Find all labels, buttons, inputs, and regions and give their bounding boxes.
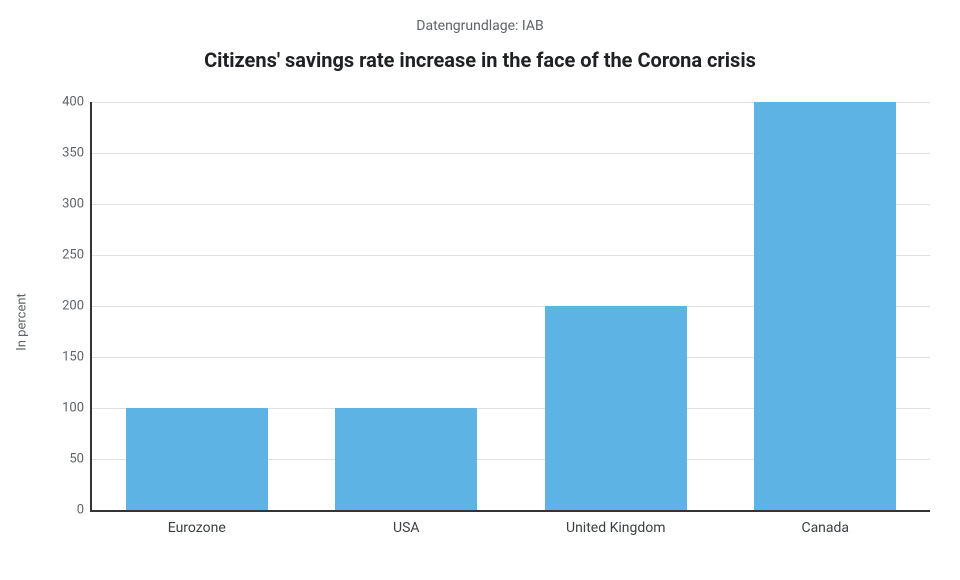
ytick-label: 100 (62, 401, 92, 416)
ytick-label: 150 (62, 350, 92, 365)
ytick-label: 0 (77, 503, 92, 518)
chart-subtitle: Datengrundlage: IAB (0, 0, 960, 34)
bar (754, 102, 896, 510)
bar (126, 408, 268, 510)
y-axis-label: In percent (15, 293, 30, 351)
xtick-label: Eurozone (168, 510, 226, 536)
ytick-label: 250 (62, 248, 92, 263)
xtick-label: USA (393, 510, 420, 536)
ytick-label: 200 (62, 299, 92, 314)
bar (545, 306, 687, 510)
plot-region: 050100150200250300350400EurozoneUSAUnite… (90, 102, 930, 512)
ytick-label: 50 (69, 452, 92, 467)
chart-area: In percent 050100150200250300350400Euroz… (40, 92, 940, 552)
ytick-label: 350 (62, 146, 92, 161)
ytick-label: 400 (62, 95, 92, 110)
ytick-label: 300 (62, 197, 92, 212)
xtick-label: Canada (801, 510, 849, 536)
xtick-label: United Kingdom (566, 510, 666, 536)
bar (335, 408, 477, 510)
chart-title: Citizens' savings rate increase in the f… (0, 34, 960, 72)
